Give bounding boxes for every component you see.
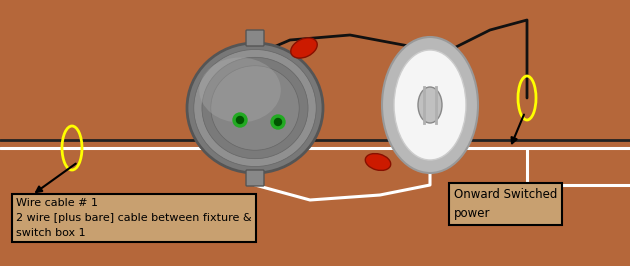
Ellipse shape (365, 153, 391, 171)
Ellipse shape (194, 49, 316, 167)
Text: Onward Switched
power: Onward Switched power (454, 188, 558, 220)
Ellipse shape (291, 38, 318, 58)
Ellipse shape (199, 57, 281, 123)
Circle shape (233, 113, 247, 127)
Circle shape (236, 117, 244, 123)
Ellipse shape (394, 50, 466, 160)
FancyBboxPatch shape (246, 170, 264, 186)
Ellipse shape (418, 87, 442, 123)
Circle shape (275, 118, 282, 126)
Ellipse shape (187, 43, 323, 173)
Ellipse shape (202, 57, 308, 159)
Text: Wire cable # 1
2 wire [plus bare] cable between fixture &
switch box 1: Wire cable # 1 2 wire [plus bare] cable … (16, 198, 251, 238)
Circle shape (271, 115, 285, 129)
FancyBboxPatch shape (246, 30, 264, 46)
Ellipse shape (211, 66, 299, 150)
Ellipse shape (382, 37, 478, 173)
